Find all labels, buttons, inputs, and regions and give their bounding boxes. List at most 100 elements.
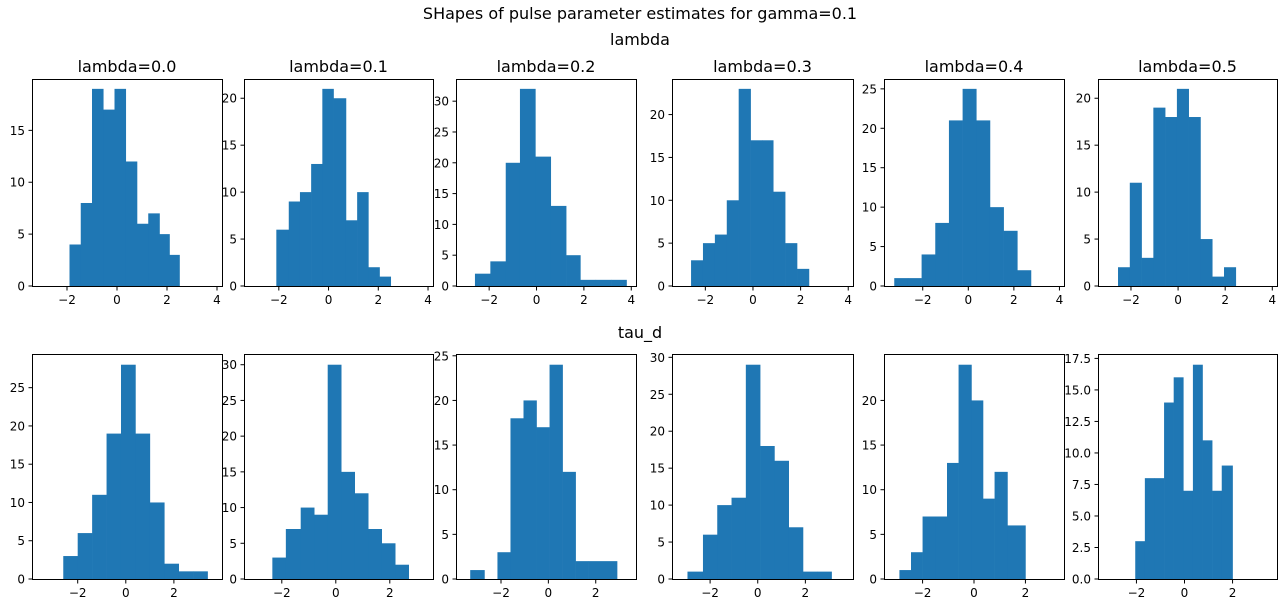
histogram-bar [983,498,995,579]
histogram-bar [1144,478,1155,579]
x-tick-label: 2 [1010,293,1018,307]
histogram-bar [1200,239,1213,286]
histogram-bar [120,364,136,579]
histogram-bar [935,516,948,579]
histogram-bar [92,88,104,286]
axes-frame [672,79,854,287]
x-tick-label: −2 [914,293,932,307]
histogram-bar [611,279,627,286]
y-tick-label: 0 [869,573,877,587]
x-tick-label: 4 [213,293,221,307]
histogram-bar [1173,377,1184,579]
histogram-bar [935,222,950,286]
x-tick-label: −2 [273,586,291,600]
histogram-bar [1188,117,1201,286]
histogram-bar [322,88,334,286]
histogram-bar [288,201,301,286]
histogram-bar [1224,267,1237,286]
y-tick-label: 25 [10,381,25,395]
histogram-bar [899,570,912,579]
histogram-bar [1212,490,1223,579]
histogram-bar [921,254,936,286]
histogram-bar [381,543,396,579]
histogram-bar [368,529,382,579]
histogram-bar [69,244,82,286]
histogram-bar [1183,490,1194,579]
histogram-bar [505,162,521,286]
y-tick-label: 10 [222,501,237,515]
histogram-bar [536,427,550,579]
histogram-bar [474,273,491,286]
histogram-bar [148,213,160,286]
histogram-bar [523,400,537,579]
subplot-0-4: −2 0 2 4 0 5 10 15 20 25 lambda=0.4 [862,57,1065,307]
histogram-bar [519,88,536,286]
y-tick-label: 15 [222,465,237,479]
y-tick-label: 0 [657,573,665,587]
histogram-bar [714,234,728,286]
y-tick-label: 15 [434,439,449,453]
axes-frame [1098,354,1278,580]
histogram-bar [785,243,798,286]
histogram-bar [490,261,507,286]
x-tick-label: 4 [1056,293,1064,307]
x-tick-label: 0 [970,586,978,600]
y-tick-label: 5 [869,528,877,542]
histogram-bar [149,502,165,579]
y-tick-label: 0 [441,573,449,587]
histogram-bar [580,279,597,286]
histogram-bar [77,533,93,579]
subplot-0-0: −2 0 2 4 0 5 10 15 lambda=0.0 [10,57,223,307]
y-tick-label: 15 [650,151,665,165]
x-tick-label: −2 [696,293,714,307]
x-tick-label: 2 [1229,586,1237,600]
x-tick-label: 0 [964,293,972,307]
histogram-bar [971,400,984,579]
y-tick-label: 5 [229,233,237,247]
histogram-bar [314,514,328,579]
histogram-bar [357,192,369,286]
histogram-bar [922,516,936,579]
y-tick-label: 0 [657,280,665,294]
histogram-bar [717,505,732,579]
x-tick-label: 0 [754,586,762,600]
histogram-bar [762,140,774,286]
subplot-title: lambda=0.3 [713,57,812,76]
subplot-title: lambda=0.1 [289,57,388,76]
histogram-bar [726,200,739,286]
x-tick-label: 0 [533,293,541,307]
y-tick-label: 10 [650,194,665,208]
axes-frame [32,354,223,580]
histogram-bar [774,460,789,579]
histogram-bar [103,109,115,286]
histogram-bar [802,571,818,579]
histogram-bar [797,268,810,286]
histogram-bar [114,88,127,286]
histogram-bar [562,471,576,579]
histogram-bar [327,364,342,579]
y-tick-label: 20 [434,156,449,170]
histogram-bar [817,571,832,579]
x-tick-label: 2 [802,586,810,600]
histogram-bar [1153,107,1166,286]
histogram-bar [510,418,524,579]
axes-frame [456,79,637,287]
y-tick-label: 30 [434,95,449,109]
y-tick-label: 20 [862,394,877,408]
y-tick-label: 15 [862,439,877,453]
y-tick-label: 15.0 [1064,383,1091,397]
histogram-bar [272,557,287,579]
histogram-bar [958,364,972,579]
y-tick-label: 17.5 [1064,352,1091,366]
axes-frame [884,79,1065,287]
x-tick-label: −2 [58,293,76,307]
histogram-bar [535,156,552,286]
x-tick-label: 0 [749,293,757,307]
histogram-bar [333,98,347,286]
y-tick-label: 25 [222,394,237,408]
x-tick-label: 0 [113,293,121,307]
histogram-bar [595,279,612,286]
